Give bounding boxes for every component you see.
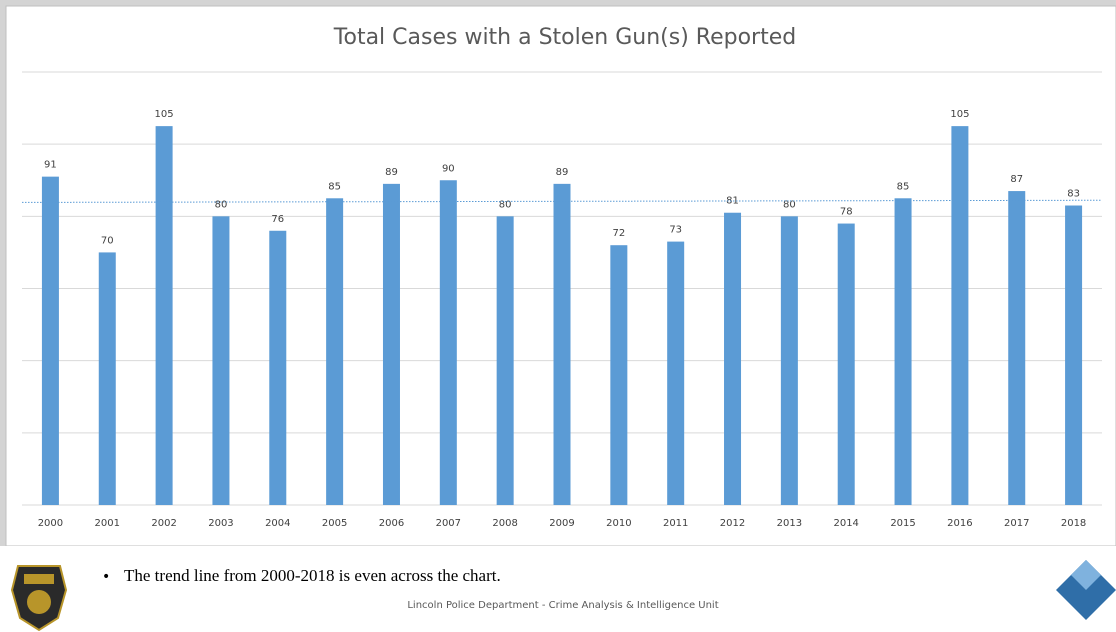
value-label: 80: [499, 199, 512, 210]
x-tick-label: 2002: [151, 518, 176, 529]
bar: [41, 176, 59, 505]
trend-line: [21, 199, 1103, 203]
x-tick-label: 2017: [1004, 518, 1029, 529]
x-tick-label: 2013: [777, 518, 802, 529]
bar: [326, 198, 344, 505]
value-label: 81: [726, 196, 739, 207]
x-tick-label: 2003: [208, 518, 233, 529]
x-tick-label: 2006: [379, 518, 404, 529]
bar: [269, 230, 287, 505]
x-tick-label: 2016: [947, 518, 972, 529]
bar: [98, 252, 116, 505]
bar: [553, 183, 571, 505]
value-label: 85: [328, 181, 341, 192]
value-label: 91: [44, 160, 57, 171]
value-label: 72: [612, 228, 625, 239]
x-tick-label: 2014: [833, 518, 858, 529]
bar: [439, 180, 457, 505]
bar: [780, 216, 798, 506]
value-label: 76: [271, 214, 284, 225]
bar: [382, 183, 400, 505]
bar: [212, 216, 230, 506]
x-tick-label: 2015: [890, 518, 915, 529]
x-tick-label: 2018: [1061, 518, 1086, 529]
value-label: 73: [669, 225, 682, 236]
bar: [155, 126, 173, 505]
bar: [837, 223, 855, 506]
chart-title: Total Cases with a Stolen Gun(s) Reporte…: [333, 25, 796, 50]
bar: [1065, 205, 1083, 505]
puzzle-logo: [1056, 560, 1116, 620]
bar: [724, 212, 742, 505]
value-label: 87: [1010, 174, 1023, 185]
bar: [951, 126, 969, 505]
value-label: 90: [442, 163, 455, 174]
svg-text:•: •: [102, 569, 110, 585]
value-label: 80: [783, 199, 796, 210]
bullet-text: The trend line from 2000-2018 is even ac…: [124, 566, 501, 585]
footer-credit: Lincoln Police Department - Crime Analys…: [407, 600, 718, 611]
x-tick-label: 2009: [549, 518, 574, 529]
value-label: 105: [950, 109, 969, 120]
police-badge: [10, 565, 68, 632]
value-label: 89: [556, 167, 569, 178]
bar: [496, 216, 514, 506]
bar: [1008, 191, 1026, 505]
x-tick-label: 2005: [322, 518, 347, 529]
value-label: 83: [1067, 189, 1080, 200]
bar: [667, 241, 685, 505]
x-tick-label: 2012: [720, 518, 745, 529]
value-label: 80: [215, 199, 228, 210]
value-label: 89: [385, 167, 398, 178]
bar: [894, 198, 912, 505]
x-tick-label: 2011: [663, 518, 688, 529]
bar: [610, 245, 628, 505]
value-label: 105: [155, 109, 174, 120]
x-tick-label: 2000: [38, 518, 63, 529]
x-tick-label: 2001: [95, 518, 120, 529]
value-label: 85: [897, 181, 910, 192]
x-tick-label: 2010: [606, 518, 631, 529]
x-tick-label: 2007: [436, 518, 461, 529]
value-label: 78: [840, 207, 853, 218]
x-tick-label: 2004: [265, 518, 290, 529]
x-tick-label: 2008: [492, 518, 517, 529]
footer-area: [0, 546, 1116, 632]
value-label: 70: [101, 235, 114, 246]
